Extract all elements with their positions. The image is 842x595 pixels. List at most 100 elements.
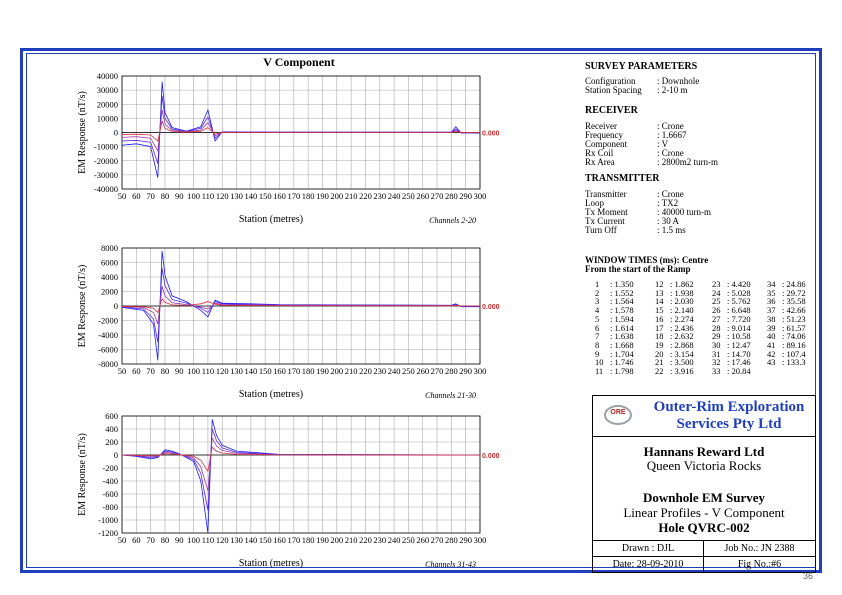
y-axis-label: EM Response (nT/s) [77, 433, 88, 516]
transmitter-row: Tx Moment: 40000 turn-m [585, 208, 711, 217]
x-tick-label: 100 [187, 535, 200, 545]
x-tick-label: 300 [474, 191, 487, 201]
window-number: 19 [655, 339, 664, 350]
window-time-row: 9: 1.704 [595, 349, 634, 359]
survey-title: SURVEY PARAMETERS [585, 61, 698, 72]
window-number: 20 [655, 348, 664, 359]
window-time: : 74.06 [782, 331, 806, 342]
y-tick-label: -4000 [98, 330, 118, 340]
y-tick-label: -800 [102, 502, 118, 512]
end-label: 0.000 [482, 131, 500, 138]
receiver-row: Component: V [585, 140, 718, 149]
window-number: 42 [767, 348, 776, 359]
window-number: 2 [595, 287, 600, 298]
x-tick-label: 200 [330, 535, 343, 545]
window-time-row: 4: 1.578 [595, 306, 634, 315]
window-time-row: 18: 2.632 [655, 332, 694, 341]
y-tick-label: 10000 [97, 113, 118, 123]
window-number: 36 [767, 296, 776, 307]
x-tick-label: 260 [416, 366, 429, 376]
window-time: : 5.762 [727, 296, 751, 307]
receiver-value: : 1.6667 [657, 130, 687, 140]
x-tick-label: 280 [445, 191, 458, 201]
receiver-title: RECEIVER [585, 105, 638, 116]
channels-label: Channels 2-20 [429, 216, 476, 225]
series-line [121, 109, 481, 153]
window-number: 17 [655, 322, 664, 333]
window-time-row: 20 : 3.154 [655, 348, 694, 359]
window-number: 23 [712, 279, 721, 289]
receiver-value: : Crone [657, 121, 684, 131]
drawing-description: Linear Profiles - V Component [623, 505, 785, 520]
series-line [121, 428, 481, 511]
y-tick-label: 30000 [97, 85, 118, 95]
transmitter-value: : Crone [657, 189, 684, 199]
x-tick-label: 300 [474, 535, 487, 545]
window-number: 4 [595, 305, 600, 316]
x-tick-label: 100 [187, 366, 200, 376]
x-tick-label: 140 [245, 366, 258, 376]
x-tick-label: 290 [459, 366, 472, 376]
window-time: : 3.916 [670, 366, 694, 377]
window-number: 43 [767, 357, 776, 368]
window-number: 29 [712, 331, 721, 342]
y-tick-label: 0 [114, 301, 118, 311]
divider-vertical [703, 540, 704, 573]
y-tick-label: -30000 [94, 170, 118, 180]
x-tick-label: 300 [474, 366, 487, 376]
window-time-row: 3: 1.564 [595, 297, 634, 306]
window-time: : 51.23 [782, 313, 806, 324]
x-tick-label: 160 [273, 191, 286, 201]
transmitter-value: : 30 A [657, 216, 680, 226]
x-tick-label: 110 [202, 535, 214, 545]
window-time-row: 19 : 2.868 [655, 341, 694, 350]
x-tick-label: 70 [146, 366, 155, 376]
window-times-column: 12: 1.862 13: 1.938 14: 2.030 15: 2.140 16: … [655, 280, 694, 376]
window-number: 3 [595, 296, 600, 307]
series-line [121, 95, 481, 164]
x-tick-label: 290 [459, 535, 472, 545]
window-number: 15 [655, 305, 664, 316]
y-axis-label: EM Response (nT/s) [77, 91, 88, 174]
figure-number: Fig No.:#6 [737, 559, 782, 570]
x-tick-label: 150 [259, 535, 272, 545]
x-tick-label: 50 [118, 191, 127, 201]
y-tick-label: 4000 [101, 272, 118, 282]
drawing-date: Date: 28-09-2010 [612, 559, 684, 570]
drawn-by: Drawn : DJL [621, 543, 675, 554]
window-number: 26 [712, 305, 721, 316]
inner-frame [26, 53, 816, 568]
x-tick-label: 230 [373, 366, 386, 376]
window-time-row: 36: 35.58 [767, 297, 806, 306]
series-line [121, 436, 481, 491]
window-number: 16 [655, 313, 664, 324]
window-time: : 3.154 [670, 348, 694, 359]
window-time: : 2.868 [670, 339, 694, 350]
window-time-row: 15: 2.140 [655, 306, 694, 315]
window-time-row: 38 : 51.23 [767, 315, 806, 324]
window-time: : 10.58 [727, 331, 751, 342]
window-number: 38 [767, 313, 776, 324]
window-time-row: 43: 133.3 [767, 358, 806, 367]
channels-label: Channels 21-30 [425, 391, 476, 400]
x-tick-label: 200 [330, 191, 343, 201]
receiver-key: Frequency [585, 130, 623, 140]
window-time: : 1.862 [670, 279, 694, 289]
x-tick-label: 290 [459, 191, 472, 201]
window-number: 5 [595, 313, 600, 324]
x-axis-label: Station (metres) [239, 389, 303, 400]
window-time-row: 34: 24.86 [767, 280, 806, 289]
x-tick-label: 130 [230, 191, 243, 201]
window-number: 39 [767, 322, 776, 333]
receiver-value: : Crone [657, 148, 684, 158]
receiver-value: : V [657, 139, 669, 149]
x-tick-label: 80 [161, 366, 170, 376]
window-time-row: 14: 2.030 [655, 297, 694, 306]
x-tick-label: 170 [287, 535, 300, 545]
x-tick-label: 70 [146, 191, 155, 201]
y-tick-label: 40000 [97, 71, 118, 81]
transmitter-value: : 1.5 ms [657, 225, 686, 235]
transmitter-row: Transmitter: Crone [585, 190, 711, 199]
y-tick-label: -400 [102, 476, 118, 486]
